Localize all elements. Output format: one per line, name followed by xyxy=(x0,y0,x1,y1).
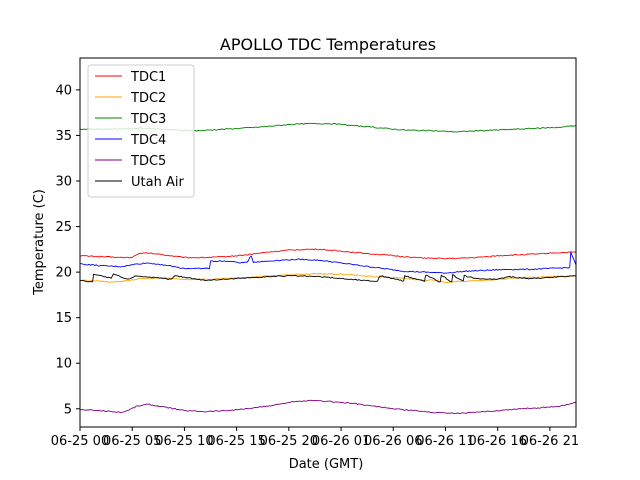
y-tick-label: 20 xyxy=(55,266,72,281)
y-tick-label: 40 xyxy=(55,83,72,98)
x-tick-label: 06-26 21 xyxy=(521,434,579,449)
x-axis-label: Date (GMT) xyxy=(289,457,364,472)
series-group xyxy=(79,122,577,415)
legend: TDC1 TDC2 TDC3 TDC4 TDC5 Utah Air xyxy=(87,64,195,198)
x-tick-label: 06-25 20 xyxy=(260,434,318,449)
x-tick-label: 06-26 01 xyxy=(312,434,370,449)
x-tick-label: 06-25 10 xyxy=(155,434,213,449)
x-tick-label: 06-25 05 xyxy=(103,434,161,449)
y-tick-label: 25 xyxy=(55,220,72,235)
series-line-tdc4 xyxy=(79,251,577,274)
legend-label-tdc4: TDC4 xyxy=(130,133,166,148)
legend-label-tdc5: TDC5 xyxy=(130,154,166,169)
y-axis-label: Temperature (C) xyxy=(32,189,47,296)
series-line-tdc5 xyxy=(79,399,577,415)
x-tick-label: 06-25 00 xyxy=(51,434,109,449)
series-line-tdc2 xyxy=(79,272,577,284)
x-tick-label: 06-26 11 xyxy=(416,434,474,449)
legend-box xyxy=(87,64,195,198)
legend-label-tdc3: TDC3 xyxy=(130,112,166,127)
legend-label-tdc1: TDC1 xyxy=(130,70,166,85)
legend-label-utah-air: Utah Air xyxy=(131,175,184,190)
y-tick-label: 10 xyxy=(55,357,72,372)
legend-label-tdc2: TDC2 xyxy=(130,91,166,106)
y-tick-label: 5 xyxy=(64,402,72,417)
x-tick-label: 06-26 16 xyxy=(468,434,526,449)
y-tick-label: 35 xyxy=(55,129,72,144)
plot-frame xyxy=(79,57,577,428)
chart-title: APOLLO TDC Temperatures xyxy=(220,35,436,54)
x-tick-label: 06-25 15 xyxy=(207,434,265,449)
series-line-tdc1 xyxy=(79,248,577,260)
series-line-utah-air xyxy=(79,273,577,283)
y-tick-label: 30 xyxy=(55,175,72,190)
x-tick-label: 06-26 06 xyxy=(364,434,422,449)
y-tick-label: 15 xyxy=(55,311,72,326)
y-axis-ticks: 5 10 15 20 25 30 35 40 xyxy=(55,83,80,417)
